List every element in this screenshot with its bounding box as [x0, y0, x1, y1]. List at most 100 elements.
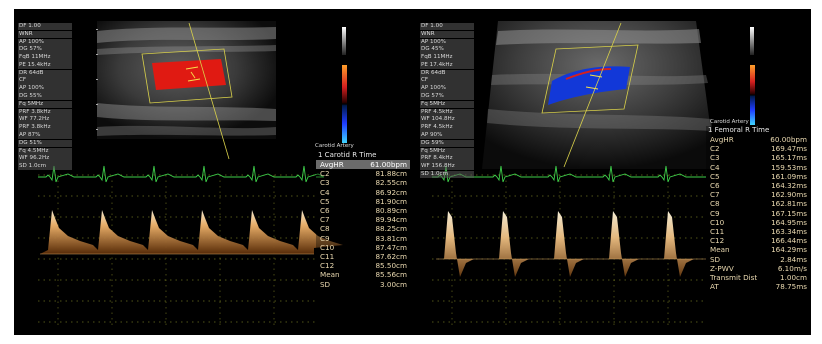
right-spectral-grid — [432, 174, 706, 327]
right-measurement-row[interactable]: C6 164.32ms — [706, 181, 810, 190]
right-measurement-value: 60.00bpm — [770, 135, 807, 144]
left-measurement-row[interactable]: C9 83.81cm — [316, 234, 410, 243]
left-param-item: WF 96.2Hz — [18, 155, 72, 163]
right-measurement-value: 162.90ms — [771, 190, 807, 200]
left-param-item: AP 87% — [18, 131, 72, 140]
left-color-flow — [152, 59, 226, 90]
right-param-item: PE 17.4kHz — [420, 61, 474, 70]
left-measurement-panel: 1 Carotid R Time AvgHR 61.00bpm C2 81.88cm C… — [316, 151, 410, 289]
left-sample-gate[interactable] — [185, 66, 201, 82]
left-measurement-row[interactable]: C8 88.25cm — [316, 224, 410, 233]
left-measurement-row[interactable]: SD 3.00cm — [316, 280, 410, 289]
right-param-item: WF 104.8Hz — [420, 116, 474, 124]
left-measurement-value: 89.94cm — [375, 215, 407, 225]
right-sample-gate[interactable] — [585, 74, 603, 90]
right-measurement-row[interactable]: C5 161.09ms — [706, 172, 810, 181]
right-measurement-row[interactable]: C4 159.53ms — [706, 163, 810, 172]
left-param-item: SD 1.0cm — [18, 163, 72, 171]
right-measurement-row[interactable]: Transmit Dist 1.00cm — [706, 273, 810, 282]
left-param-item: CF — [18, 77, 72, 85]
right-measurement-value: 166.44ms — [771, 236, 807, 246]
left-measurement-label: C8 — [320, 224, 330, 234]
right-param-item: CF — [420, 77, 474, 85]
right-measurement-row[interactable]: C7 162.90ms — [706, 190, 810, 199]
left-measurement-label: C3 — [320, 178, 330, 188]
left-measurement-label: C2 — [320, 169, 330, 179]
right-measurement-label: C2 — [710, 144, 720, 154]
left-measurement-row[interactable]: C12 85.50cm — [316, 261, 410, 270]
right-param-item: SD 1.0cm — [420, 170, 474, 179]
right-measurement-row[interactable]: Mean 164.29ms — [706, 245, 810, 254]
right-measurement-row[interactable]: C2 169.47ms — [706, 144, 810, 153]
right-measurement-label: AT — [710, 282, 719, 292]
right-measurement-row[interactable]: C10 164.95ms — [706, 218, 810, 227]
right-measurement-value: 159.53ms — [771, 162, 807, 172]
left-grayscale-bar — [342, 27, 346, 55]
right-measurement-row[interactable]: C8 162.81ms — [706, 199, 810, 208]
right-measurement-label: C4 — [710, 162, 720, 172]
left-measurement-value: 83.81cm — [375, 233, 407, 243]
right-grayscale-bar — [750, 27, 754, 55]
left-param-item: WF 77.2Hz — [18, 116, 72, 124]
right-measurement-row[interactable]: AvgHR 60.00bpm — [706, 135, 810, 144]
left-measurement-row[interactable]: C4 86.92cm — [316, 188, 410, 197]
left-image-svg — [38, 21, 343, 327]
left-measurement-value: 81.88cm — [375, 169, 407, 179]
left-measurement-row[interactable]: C3 82.55cm — [316, 178, 410, 187]
left-param-item: DG 57% — [18, 46, 72, 54]
right-param-item: PRF 4.5kHz — [420, 108, 474, 116]
left-measurement-label: AvgHR — [320, 160, 344, 169]
right-measurement-row[interactable]: C3 165.17ms — [706, 153, 810, 162]
left-param-item: PE 15.4kHz — [18, 61, 72, 70]
right-roi-box[interactable] — [541, 44, 639, 114]
right-measurement-label: C7 — [710, 190, 720, 200]
right-measurement-label: C8 — [710, 199, 720, 209]
left-measurement-row[interactable]: C11 87.62cm — [316, 252, 410, 261]
right-param-item: DG 59% — [420, 139, 474, 148]
right-measurement-value: 161.09ms — [771, 171, 807, 181]
right-measurement-value: 164.95ms — [771, 217, 807, 227]
left-measurement-label: C7 — [320, 215, 330, 225]
left-param-item: DG 51% — [18, 139, 72, 148]
left-measurement-row[interactable]: C10 87.47cm — [316, 243, 410, 252]
left-param-item: Fq 5MHz — [18, 100, 72, 109]
left-measurement-label: C11 — [320, 252, 335, 262]
right-measurement-value: 162.81ms — [771, 199, 807, 209]
left-vessel-label: Carotid Artery — [315, 143, 354, 149]
left-param-item: FqB 11MHz — [18, 54, 72, 62]
left-param-item: DG 55% — [18, 93, 72, 101]
left-param-item: PRF 3.8kHz — [18, 124, 72, 132]
left-measurement-row[interactable]: AvgHR 61.00bpm — [316, 160, 410, 170]
left-measurement-label: SD — [320, 279, 331, 289]
left-measurement-row[interactable]: C5 81.90cm — [316, 197, 410, 206]
left-measurement-label: C10 — [320, 242, 335, 252]
right-measurement-row[interactable]: AT 78.75ms — [706, 282, 810, 291]
right-measurement-row[interactable]: Z-PWV 6.10m/s — [706, 264, 810, 273]
left-ecg-trace — [38, 165, 325, 183]
right-doppler-cursor[interactable] — [563, 22, 622, 168]
right-measurement-value: 78.75ms — [775, 282, 807, 292]
left-color-scale-bar — [342, 65, 347, 143]
right-param-item: PRF 8.4kHz — [420, 155, 474, 163]
left-measurement-row[interactable]: C2 81.88cm — [316, 169, 410, 178]
left-measurement-label: C9 — [320, 233, 330, 243]
left-measurement-row[interactable]: C6 80.89cm — [316, 206, 410, 215]
right-measurement-row[interactable]: C12 166.44ms — [706, 236, 810, 245]
right-measurement-row[interactable]: C11 163.34ms — [706, 227, 810, 236]
right-param-item: AP 90% — [420, 131, 474, 140]
left-measurement-title: 1 Carotid R Time — [318, 151, 377, 159]
left-measurement-row[interactable]: Mean 85.56cm — [316, 270, 410, 279]
left-measurement-value: 81.90cm — [375, 196, 407, 206]
left-param-item: DF 1.00 — [18, 23, 72, 31]
left-measurement-value: 87.47cm — [375, 242, 407, 252]
right-measurement-value: 6.10m/s — [777, 263, 807, 273]
left-roi-box[interactable] — [141, 48, 233, 104]
right-measurement-row[interactable]: C9 167.15ms — [706, 209, 810, 218]
left-measurement-row[interactable]: C7 89.94cm — [316, 215, 410, 224]
right-measurement-label: C9 — [710, 208, 720, 218]
right-color-scale-bar — [750, 65, 755, 125]
left-doppler-cursor[interactable] — [188, 22, 230, 160]
right-param-item: WNR — [420, 30, 474, 39]
left-param-item: AP 100% — [18, 85, 72, 93]
right-measurement-row[interactable]: SD 2.84ms — [706, 255, 810, 264]
